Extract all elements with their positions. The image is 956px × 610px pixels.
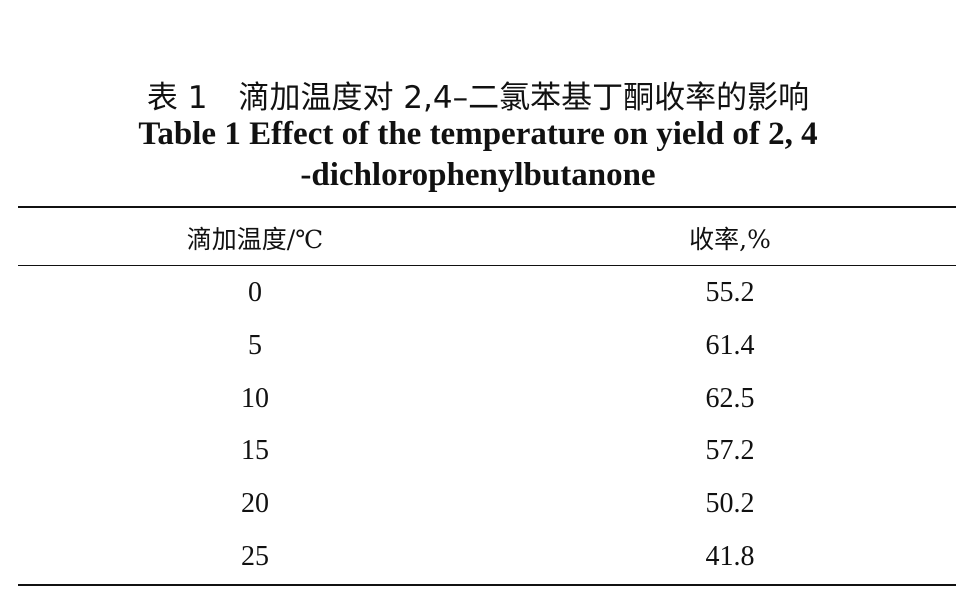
- header-cell: 收率,%: [689, 225, 771, 254]
- table-cell: 61.4: [705, 329, 755, 361]
- title-chinese: 表 1 滴加温度对 2,4–二氯苯基丁酮收率的影响: [146, 80, 810, 116]
- table-cell: 15: [241, 435, 269, 467]
- table-cell: 41.8: [705, 541, 755, 572]
- table-cell: 50.2: [705, 488, 755, 520]
- title-english: Table 1 Effect of the temperature on yie…: [138, 116, 818, 152]
- table-cell: 62.5: [705, 382, 755, 414]
- top-rule: [18, 206, 956, 208]
- table-cell: 55.2: [705, 277, 755, 308]
- table-cell: 25: [241, 541, 269, 572]
- table-cell: 0: [248, 277, 262, 308]
- table-cell: 20: [241, 488, 269, 520]
- title-english: -dichlorophenylbutanone: [300, 157, 656, 193]
- table-cell: 57.2: [705, 435, 755, 467]
- header-rule: [18, 265, 956, 266]
- table-cell: 5: [248, 329, 262, 361]
- table-cell: 10: [241, 382, 269, 414]
- header-cell: 滴加温度/℃: [186, 225, 324, 254]
- bottom-rule: [18, 584, 956, 586]
